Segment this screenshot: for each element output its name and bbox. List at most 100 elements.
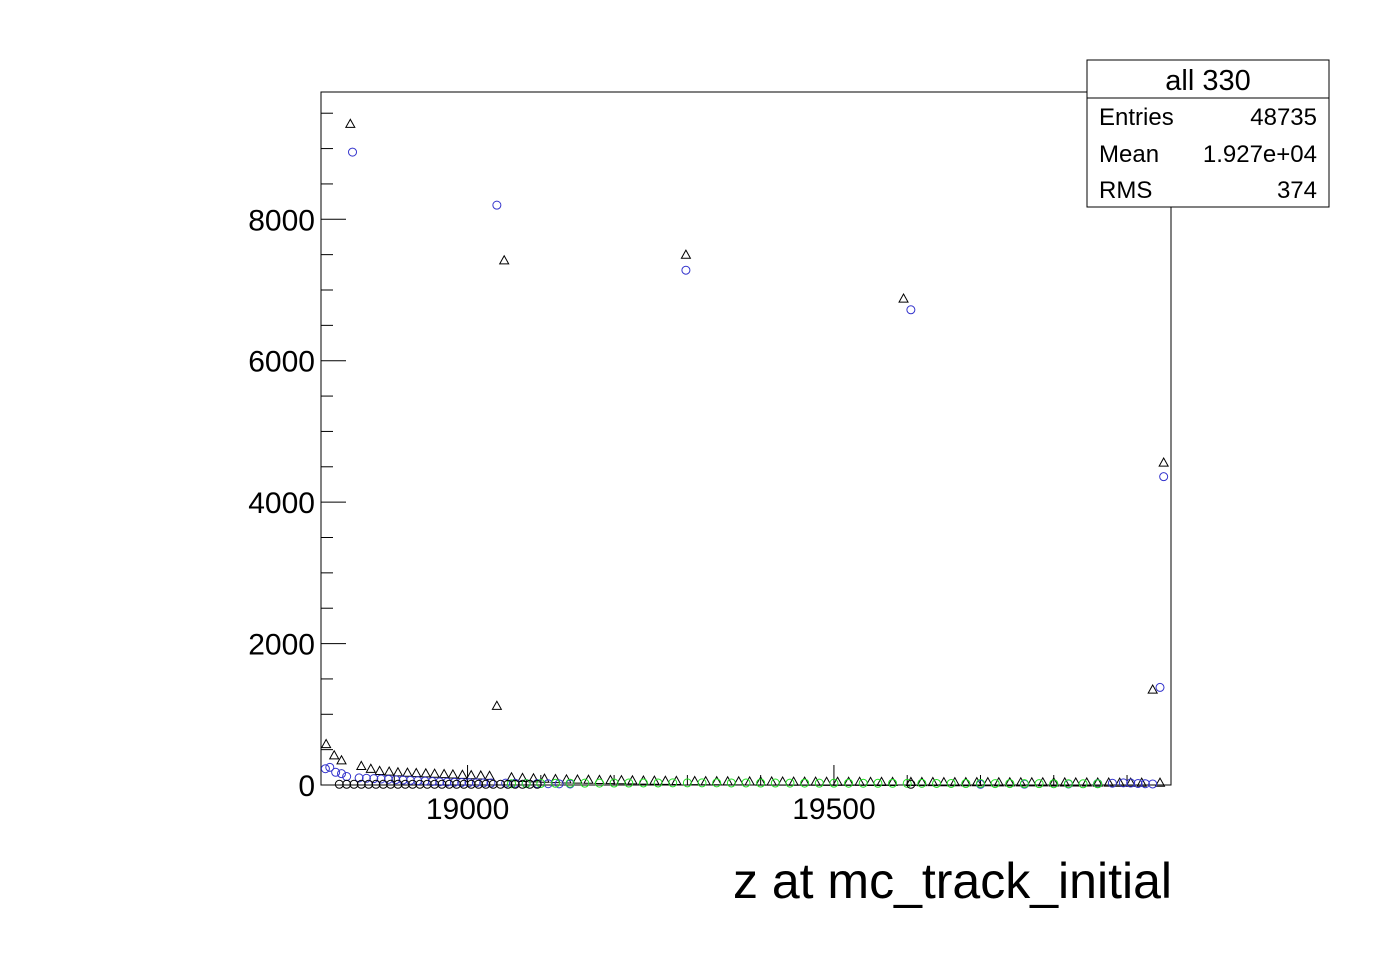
data-point — [932, 778, 942, 788]
data-point — [498, 254, 510, 265]
y-tick-label: 0 — [298, 770, 315, 803]
data-point — [1070, 776, 1082, 787]
data-point — [344, 118, 356, 128]
data-point — [906, 305, 916, 315]
data-point — [435, 777, 445, 787]
data-point — [356, 779, 366, 789]
data-point — [624, 778, 634, 788]
data-point — [348, 147, 358, 157]
data-point — [521, 779, 531, 789]
data-point — [415, 779, 425, 789]
data-point — [427, 776, 437, 786]
data-point — [491, 700, 503, 710]
data-point — [464, 778, 474, 788]
data-point — [1078, 779, 1088, 789]
data-point — [369, 774, 379, 784]
data-point — [1093, 779, 1103, 789]
data-point — [1126, 778, 1136, 788]
data-point — [572, 773, 583, 784]
data-point — [361, 773, 371, 783]
data-point — [1114, 777, 1126, 787]
data-point — [916, 776, 928, 787]
data-point — [898, 292, 909, 303]
data-point — [334, 779, 344, 789]
data-point — [447, 768, 459, 779]
data-point — [452, 779, 462, 789]
data-point — [770, 778, 780, 788]
data-point — [843, 776, 854, 786]
data-point — [518, 779, 528, 789]
data-point — [484, 770, 495, 780]
data-point — [938, 776, 950, 787]
data-point — [565, 778, 575, 788]
data-point — [420, 767, 432, 778]
data-point — [320, 738, 332, 749]
data-point — [1019, 779, 1029, 789]
stats-rms-value: 374 — [1277, 177, 1317, 204]
data-point — [331, 767, 341, 777]
data-point — [858, 778, 868, 788]
data-point — [902, 778, 912, 788]
stats-mean-label: Mean — [1099, 141, 1159, 168]
data-point — [814, 778, 824, 788]
data-point — [844, 778, 854, 788]
data-point — [712, 778, 722, 788]
data-point — [1158, 457, 1170, 467]
data-point — [946, 778, 956, 788]
data-point — [961, 779, 971, 789]
data-point — [503, 779, 513, 789]
data-point — [371, 779, 381, 789]
data-point — [355, 760, 367, 771]
data-point — [1005, 779, 1015, 789]
data-point — [430, 779, 440, 789]
data-point — [609, 778, 619, 788]
data-point — [1103, 776, 1115, 787]
data-point — [400, 779, 410, 789]
y-tick-label: 8000 — [248, 204, 315, 237]
data-point — [1063, 779, 1073, 789]
data-point — [438, 768, 450, 779]
data-point — [336, 754, 347, 765]
data-point — [486, 778, 496, 788]
data-point — [376, 774, 386, 784]
stats-entries-label: Entries — [1099, 104, 1174, 131]
data-point — [1034, 779, 1044, 789]
data-point — [1107, 778, 1117, 788]
data-point — [444, 779, 454, 789]
data-point — [449, 777, 459, 787]
data-point — [474, 779, 484, 789]
data-point — [865, 776, 876, 786]
plot-frame — [320, 91, 1172, 786]
data-point — [364, 779, 374, 789]
data-point — [378, 779, 388, 789]
data-point — [383, 766, 395, 776]
data-point — [1159, 472, 1169, 482]
data-marks — [320, 118, 1170, 789]
data-point — [697, 778, 707, 788]
data-point — [785, 778, 795, 788]
data-point — [349, 779, 359, 789]
data-point — [374, 765, 385, 775]
data-point — [429, 768, 440, 778]
data-point — [580, 778, 590, 788]
data-point — [475, 769, 487, 780]
data-point — [799, 776, 810, 786]
data-point — [726, 778, 736, 788]
data-point — [800, 778, 810, 788]
data-point — [510, 779, 520, 789]
data-point — [457, 769, 468, 779]
data-point — [741, 778, 751, 788]
data-point — [1004, 776, 1016, 787]
data-point — [1118, 778, 1128, 788]
data-point — [689, 775, 701, 786]
data-point — [888, 778, 898, 788]
x-axis-title: z at mc_track_initial — [733, 853, 1172, 909]
data-point — [756, 778, 766, 788]
data-point — [682, 778, 692, 788]
data-point — [1154, 777, 1166, 787]
data-point — [554, 779, 564, 789]
y-tick-label: 2000 — [248, 629, 315, 662]
data-point — [638, 774, 649, 785]
stats-title: all 330 — [1165, 65, 1250, 97]
data-point — [488, 779, 498, 789]
